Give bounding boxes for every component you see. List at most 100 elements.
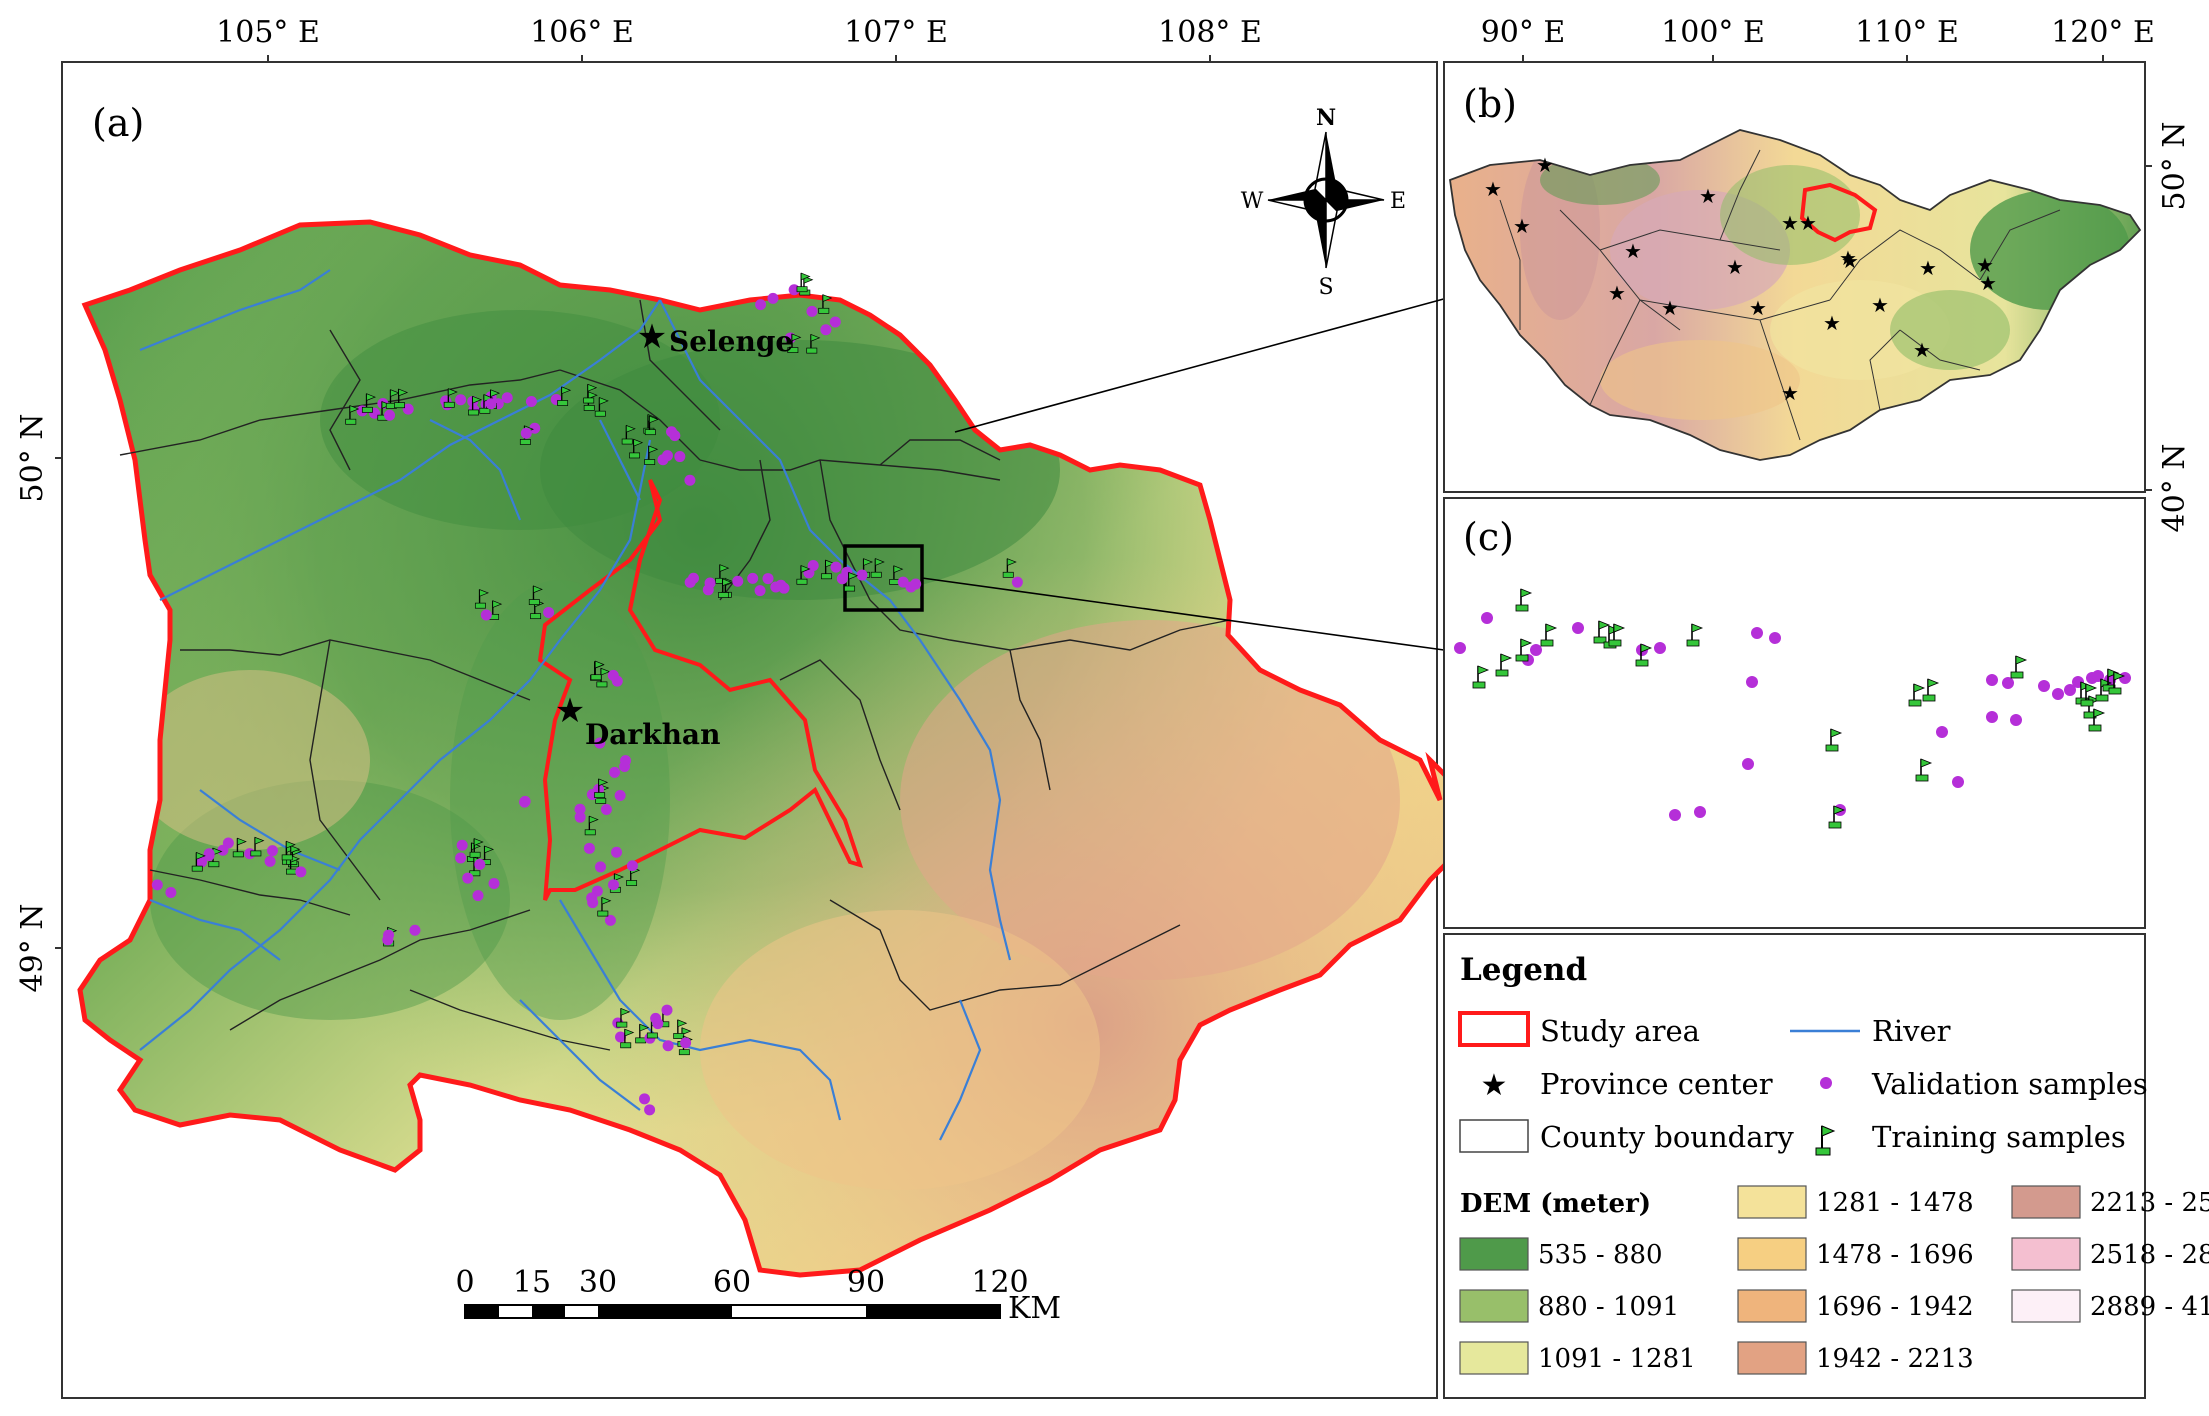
- training-sample-flag: [870, 558, 885, 578]
- province-center-icon: ★: [1913, 338, 1931, 362]
- scale-label-15: 15: [513, 1265, 551, 1300]
- province-centers-b: ★★★★★★★★ ★★ ★★★★★ ★★★★★: [1484, 153, 1997, 405]
- validation-sample-dot: [755, 299, 767, 311]
- training-sample-flag: [191, 851, 206, 872]
- province-center-icon: ★: [1726, 255, 1744, 279]
- training-sample-flag: [821, 559, 836, 580]
- dem-class-label: 2889 - 4147: [2090, 1292, 2209, 1322]
- validation-sample-dot: [462, 872, 474, 884]
- training-sample-flag: [281, 840, 296, 861]
- dem-class-label: 535 - 880: [1538, 1240, 1663, 1270]
- lon-tick-107: 107° E: [844, 15, 948, 50]
- training-sample-flag: [1828, 805, 1846, 829]
- training-sample-flag: [597, 896, 612, 917]
- compass-e: E: [1390, 189, 1406, 214]
- validation-sample-dot: [1454, 642, 1466, 654]
- dem-class-label: 2213 - 2518: [2090, 1188, 2209, 1218]
- training-sample-flag: [644, 445, 659, 465]
- training-sample-flag: [673, 1019, 688, 1039]
- validation-sample-dot: [594, 737, 606, 749]
- training-sample-flag: [584, 815, 599, 836]
- dem-classes: 535 - 880 880 - 1091 1091 - 1281 1281 - 147…: [1459, 1185, 2209, 1375]
- validation-sample-dot: [529, 422, 541, 434]
- panel-a: ★ Selenge ★ Darkhan N S E W: [15, 15, 1482, 1399]
- validation-sample-dot: [688, 572, 700, 584]
- scale-unit: KM: [1008, 1291, 1061, 1326]
- b-lon-tick-120: 120° E: [2051, 15, 2155, 50]
- dem-class-label: 880 - 1091: [1538, 1292, 1679, 1322]
- province-center-icon: ★: [1699, 184, 1717, 208]
- training-sample-flag: [557, 386, 572, 406]
- validation-sample-dot: [2052, 688, 2064, 700]
- training-sample-flag: [621, 424, 636, 445]
- panel-b-label: (b): [1463, 82, 1517, 126]
- training-sample-flag: [796, 565, 811, 585]
- validation-sample-dot: [661, 1004, 673, 1016]
- training-sample-flag: [1540, 623, 1558, 647]
- validation-sample-dot: [455, 394, 467, 406]
- validation-sample-dot: [574, 803, 586, 815]
- training-sample-flag: [2010, 655, 2028, 679]
- dem-class-label: 2518 - 2889: [2090, 1240, 2209, 1270]
- province-center-icon: ★: [1919, 256, 1937, 280]
- validation-sample-dot: [2064, 684, 2076, 696]
- dem-class-swatch: [1459, 1289, 1529, 1323]
- validation-sample-dot: [614, 789, 626, 801]
- training-sample-flag: [480, 845, 495, 866]
- legend-validation-swatch: [1820, 1077, 1832, 1089]
- dem-class-swatch: [1459, 1341, 1529, 1375]
- training-sample-flag: [1002, 558, 1017, 578]
- training-sample-flag: [394, 388, 409, 409]
- validation-sample-dot: [704, 577, 716, 589]
- dem-class-swatch: [1459, 1237, 1529, 1271]
- study-area-inset: [1799, 182, 1878, 243]
- training-sample-flag: [2108, 671, 2126, 695]
- training-sample-flag: [232, 837, 247, 858]
- validation-sample-dot: [264, 855, 276, 867]
- validation-sample-dot: [543, 606, 555, 618]
- validation-sample-dot: [1952, 776, 1964, 788]
- training-sample-flag: [385, 389, 400, 409]
- validation-sample-dot: [1654, 642, 1666, 654]
- validation-sample-dot: [587, 897, 599, 909]
- validation-sample-dot: [1481, 612, 1493, 624]
- dem-class-swatch: [1737, 1289, 1807, 1323]
- training-sample-flag: [250, 836, 265, 857]
- dem-class-label: 1478 - 1696: [1816, 1240, 1974, 1270]
- panel-c-frame: [1443, 497, 2146, 929]
- lon-tick-105: 105° E: [216, 15, 320, 50]
- legend-province-center: Province center: [1540, 1067, 1773, 1101]
- training-sample-flag: [1915, 758, 1933, 782]
- validation-sample-dot: [2002, 677, 2014, 689]
- validation-sample-dot: [217, 844, 229, 856]
- province-center-icon: ★: [1839, 246, 1857, 270]
- lon-tick-106: 106° E: [530, 15, 634, 50]
- province-center-icon: ★: [1979, 271, 1997, 295]
- legend-training: Training samples: [1872, 1120, 2126, 1154]
- training-sample-flag: [443, 388, 458, 408]
- validation-sample-dot: [2010, 714, 2022, 726]
- training-sample-flag: [594, 397, 609, 417]
- sample-points-c: [1454, 588, 2131, 829]
- validation-sample-dot: [474, 858, 486, 870]
- dem-class-swatch: [2011, 1289, 2081, 1323]
- validation-sample-dot: [266, 845, 278, 857]
- validation-sample-dot: [520, 427, 532, 439]
- validation-sample-dot: [644, 1104, 656, 1116]
- validation-sample-dot: [615, 1031, 627, 1043]
- validation-sample-dot: [856, 569, 868, 581]
- legend: Legend Study area River ★ Province cente…: [1443, 933, 2209, 1399]
- validation-sample-dot: [1669, 809, 1681, 821]
- validation-sample-dot: [485, 398, 497, 410]
- province-center-icon: ★: [1871, 293, 1889, 317]
- dem-title: DEM (meter): [1460, 1189, 1651, 1219]
- training-sample-flag: [796, 272, 811, 293]
- validation-sample-dot: [472, 890, 484, 902]
- training-sample-flag: [818, 294, 833, 314]
- b-lon-tick-110: 110° E: [1855, 15, 1959, 50]
- province-center-icon: ★: [1661, 296, 1679, 320]
- validation-sample-dot: [762, 573, 774, 585]
- training-sample-flag: [1593, 620, 1611, 644]
- dem-class-swatch: [2011, 1185, 2081, 1219]
